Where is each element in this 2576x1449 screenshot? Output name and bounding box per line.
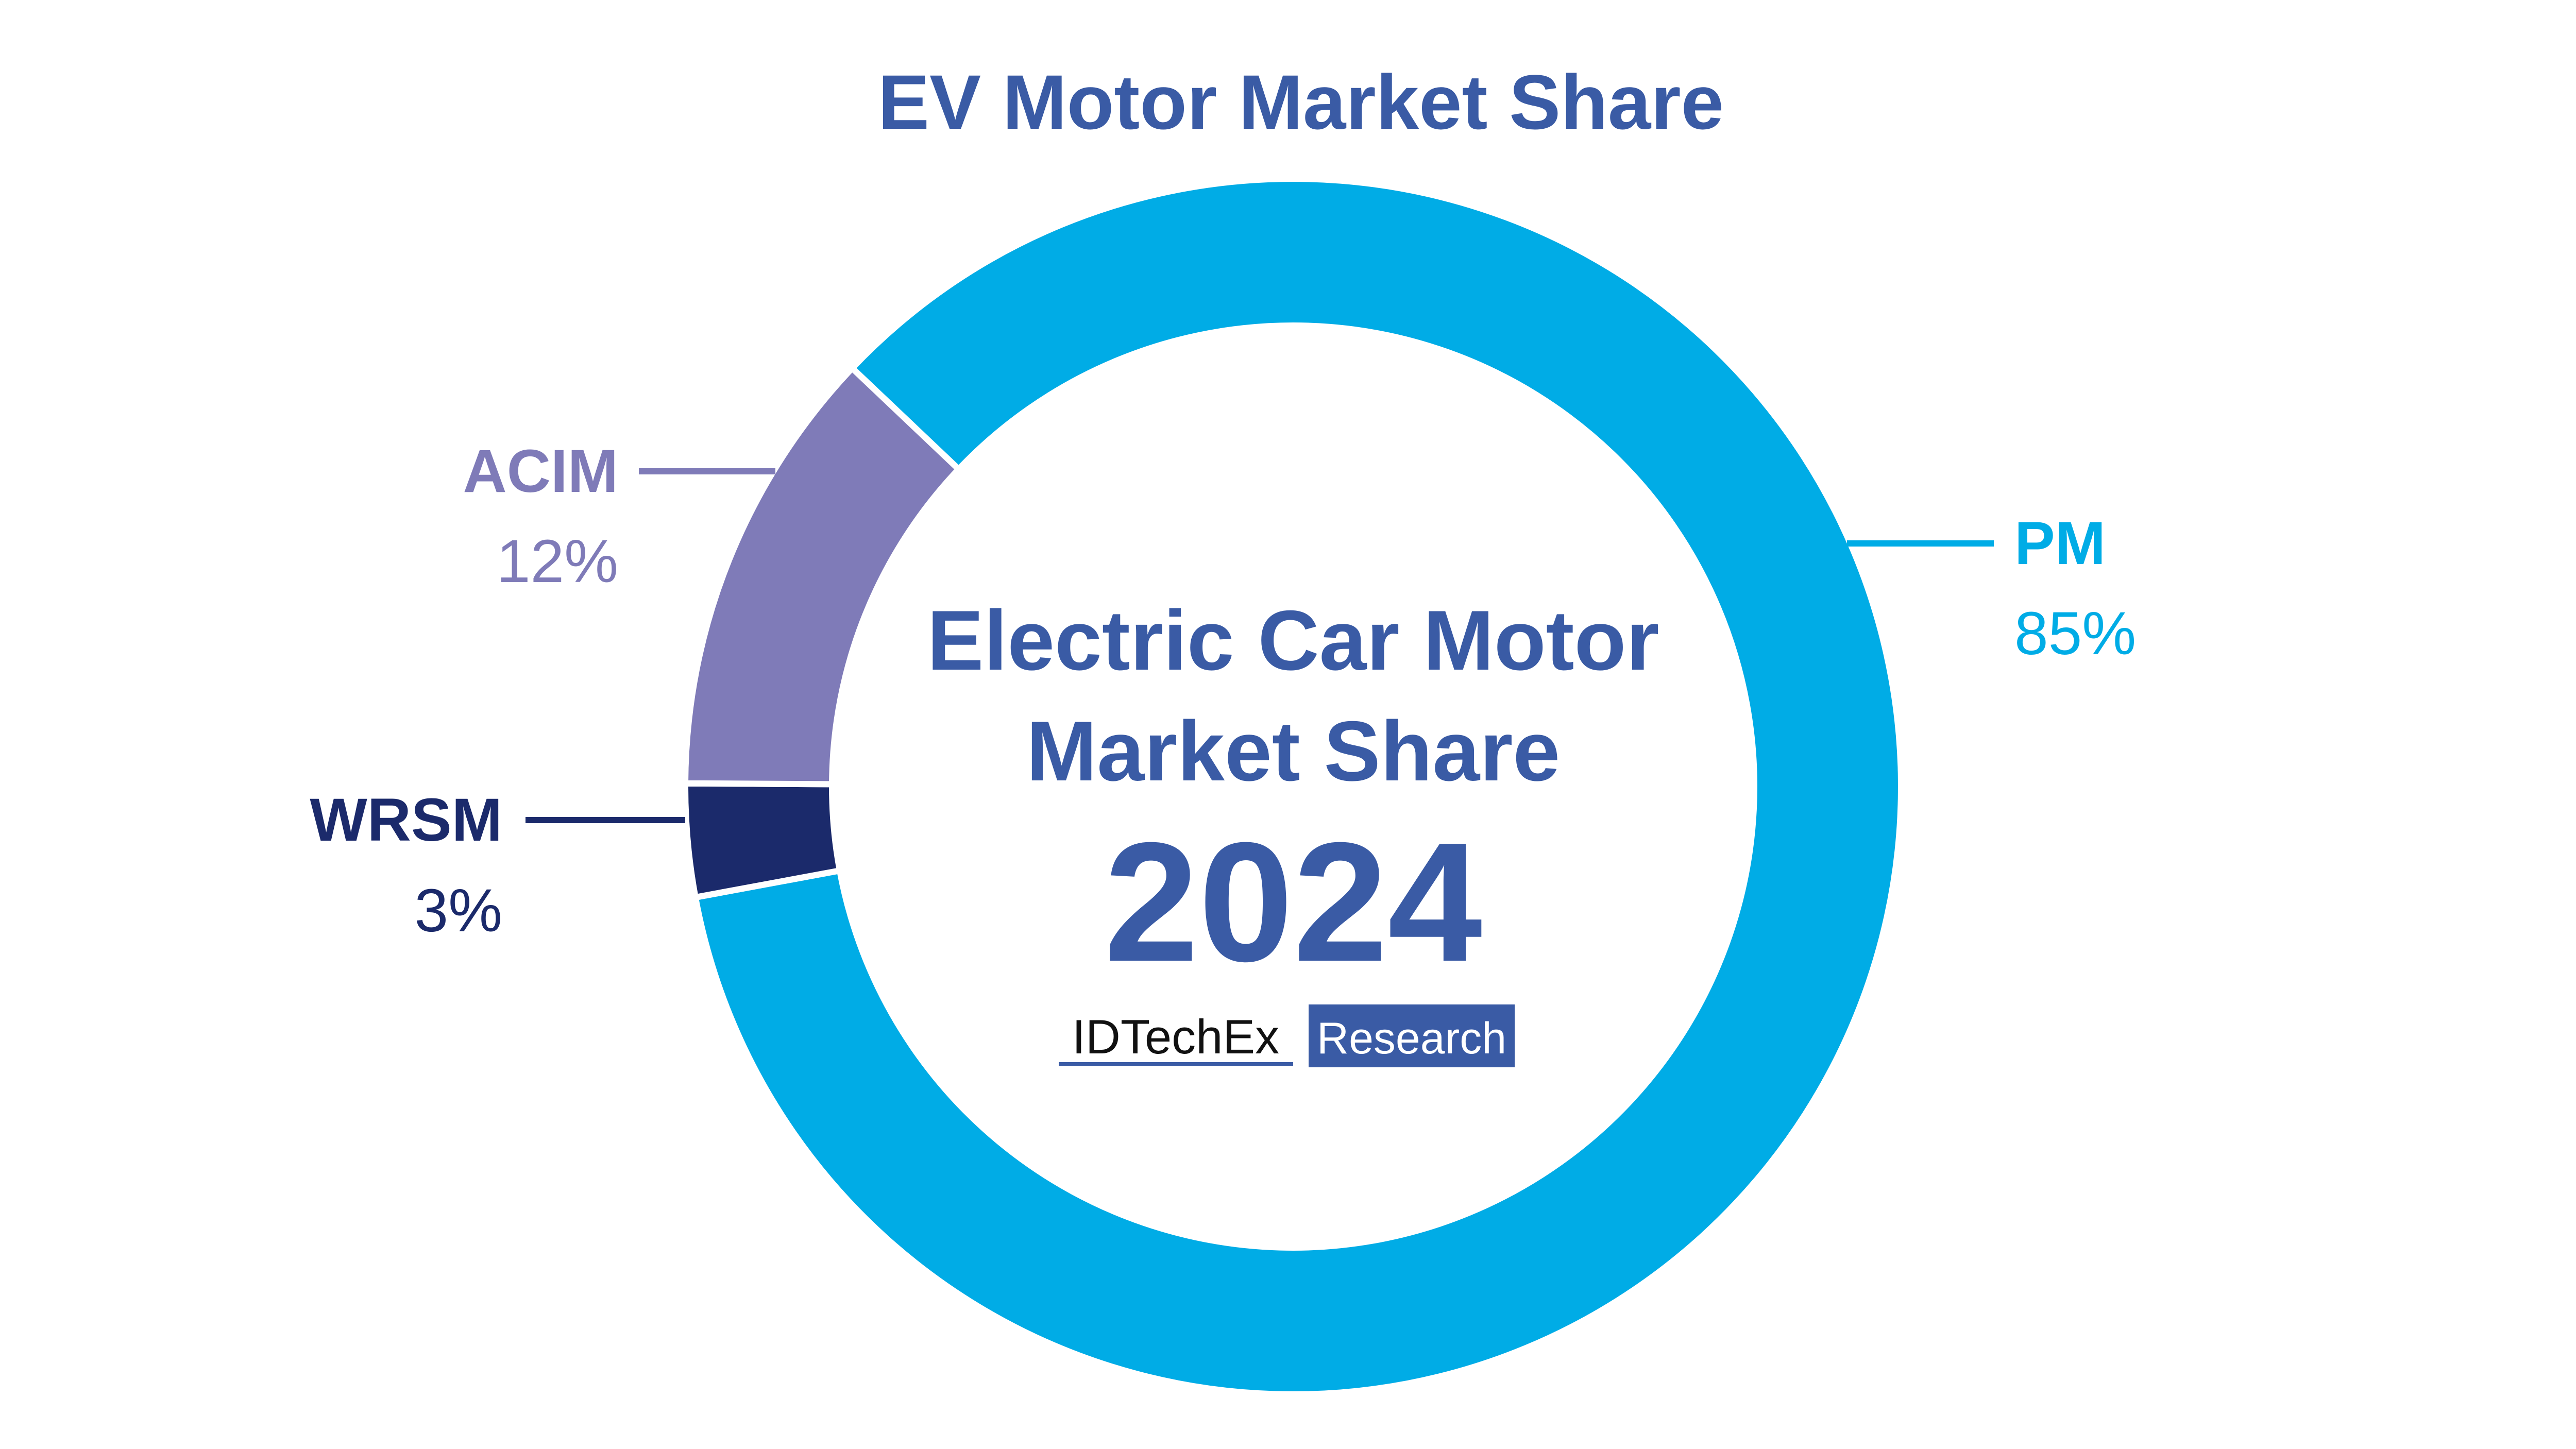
brand-tag-box — [1309, 1004, 1515, 1067]
brand-underline — [1059, 1062, 1293, 1066]
slice-label-wrsm: WRSM — [310, 786, 502, 854]
slice-value-pm: 85% — [2014, 600, 2136, 668]
chart-title: EV Motor Market Share — [878, 59, 1724, 145]
slice-value-acim: 12% — [497, 527, 618, 595]
brand-tag: Research — [1317, 1014, 1506, 1063]
leader-lines: PM 85% WRSM 3% ACIM 12% — [310, 437, 2136, 945]
brand-logo: IDTechEx Research — [1059, 1004, 1515, 1067]
slice-value-wrsm: 3% — [414, 877, 502, 945]
slice-label-pm: PM — [2014, 509, 2106, 577]
slice-acim — [682, 364, 963, 788]
center-year: 2024 — [1104, 807, 1483, 997]
center-title-line1: Electric Car Motor — [927, 593, 1659, 688]
donut-slices — [682, 176, 1904, 1398]
brand-name: IDTechEx — [1072, 1010, 1279, 1064]
center-title-line2: Market Share — [1026, 704, 1560, 798]
slice-label-acim: ACIM — [463, 437, 618, 505]
slice-pm — [691, 176, 1904, 1398]
